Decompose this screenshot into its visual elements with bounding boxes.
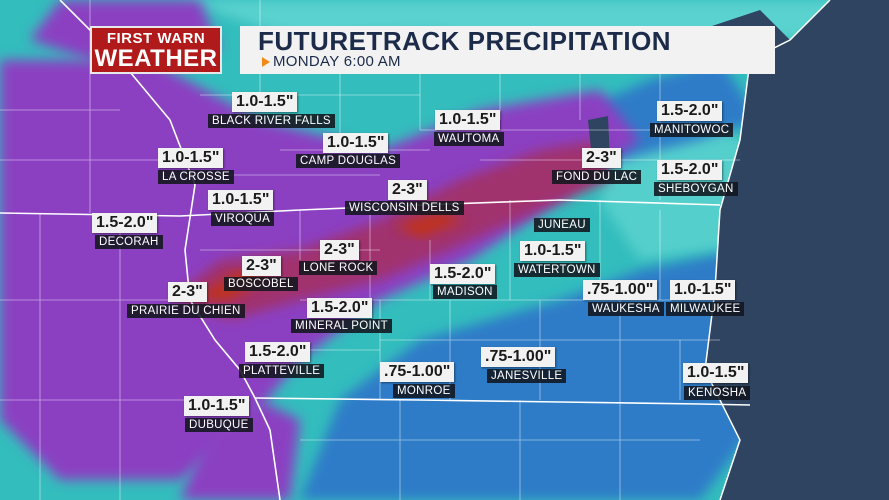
amount-label: 1.0-1.5" bbox=[520, 241, 586, 261]
amount-label: 1.5-2.0" bbox=[430, 264, 496, 284]
page-title: FUTURETRACK PRECIPITATION bbox=[258, 26, 672, 56]
logo-line-2: WEATHER bbox=[94, 45, 218, 72]
amount-label: 1.5-2.0" bbox=[657, 160, 723, 180]
city-label: MILWAUKEE bbox=[666, 302, 745, 316]
amount-label: 2-3" bbox=[320, 240, 359, 260]
city-label: BOSCOBEL bbox=[224, 277, 298, 291]
state-border-wisconsin-illinois bbox=[254, 397, 751, 406]
city-label: MINERAL POINT bbox=[291, 319, 392, 333]
logo-line-1: FIRST WARN bbox=[106, 30, 206, 47]
shoreline bbox=[704, 0, 831, 500]
amount-label: 1.5-2.0" bbox=[657, 101, 723, 121]
amount-label: 2-3" bbox=[242, 256, 281, 276]
amount-label: 1.0-1.5" bbox=[208, 190, 274, 210]
amount-label: 1.0-1.5" bbox=[158, 148, 224, 168]
city-label: PLATTEVILLE bbox=[239, 364, 325, 378]
city-label: PRAIRIE DU CHIEN bbox=[127, 304, 245, 318]
city-label: KENOSHA bbox=[684, 386, 751, 400]
city-label: DUBUQUE bbox=[185, 418, 253, 432]
amount-label: 1.0-1.5" bbox=[232, 92, 298, 112]
play-arrow-icon bbox=[262, 57, 270, 67]
amount-label: .75-1.00" bbox=[583, 280, 658, 300]
city-label: LONE ROCK bbox=[299, 261, 378, 275]
city-label: WAUKESHA bbox=[588, 302, 664, 316]
city-label: CAMP DOUGLAS bbox=[296, 154, 401, 168]
amount-label: 1.0-1.5" bbox=[323, 133, 389, 153]
city-label: DECORAH bbox=[95, 235, 163, 249]
city-label: MANITOWOC bbox=[650, 123, 734, 137]
city-label: MADISON bbox=[433, 285, 497, 299]
lake-michigan bbox=[705, 0, 889, 500]
amount-label: 2-3" bbox=[388, 180, 427, 200]
city-label: FOND DU LAC bbox=[552, 170, 642, 184]
amount-label: 1.5-2.0" bbox=[92, 213, 158, 233]
amount-label: 1.0-1.5" bbox=[184, 396, 250, 416]
amount-label: 1.0-1.5" bbox=[435, 110, 501, 130]
city-label: VIROQUA bbox=[211, 212, 275, 226]
city-label: MONROE bbox=[393, 384, 455, 398]
title-bar bbox=[240, 26, 775, 74]
precip-heaviest-core-central bbox=[395, 212, 465, 238]
amount-label: .75-1.00" bbox=[380, 362, 455, 382]
precip-purple-south bbox=[180, 400, 300, 500]
city-label: WAUTOMA bbox=[434, 132, 504, 146]
city-label: JANESVILLE bbox=[487, 369, 567, 383]
amount-label: 1.5-2.0" bbox=[245, 342, 311, 362]
amount-label: 1.0-1.5" bbox=[670, 280, 736, 300]
amount-label: 2-3" bbox=[168, 282, 207, 302]
amount-label: 2-3" bbox=[582, 148, 621, 168]
amount-label: 1.5-2.0" bbox=[307, 298, 373, 318]
city-label: WISCONSIN DELLS bbox=[345, 201, 464, 215]
city-label: JUNEAU bbox=[534, 218, 590, 232]
amount-label: 1.0-1.5" bbox=[683, 363, 749, 383]
city-label: WATERTOWN bbox=[514, 263, 600, 277]
forecast-time: MONDAY 6:00 AM bbox=[273, 53, 401, 70]
station-logo: FIRST WARN WEATHER bbox=[90, 26, 222, 74]
city-label: BLACK RIVER FALLS bbox=[208, 114, 335, 128]
amount-label: .75-1.00" bbox=[481, 347, 556, 367]
city-label: SHEBOYGAN bbox=[654, 182, 738, 196]
city-label: LA CROSSE bbox=[158, 170, 234, 184]
